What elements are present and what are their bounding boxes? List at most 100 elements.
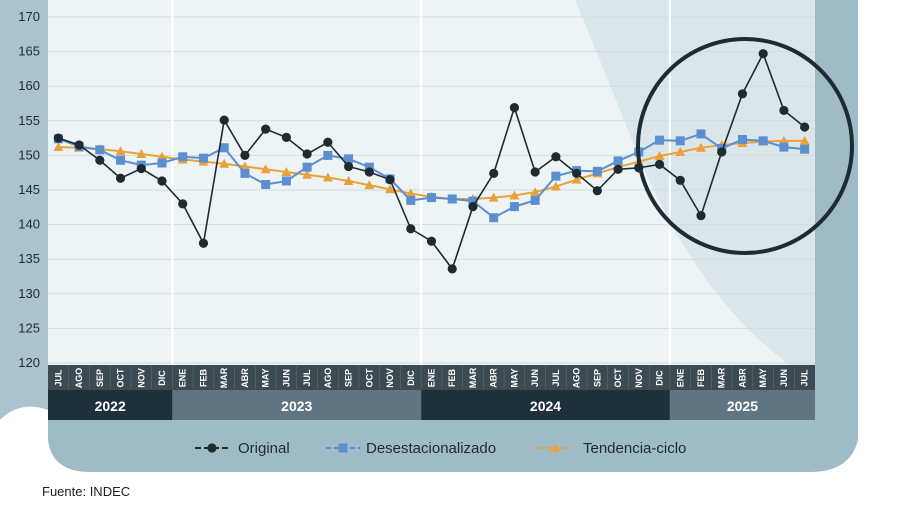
data-point-tendencia (675, 146, 686, 156)
data-point-original (592, 186, 602, 196)
data-point-desestacionalizado (157, 158, 167, 168)
y-tick-label: 135 (18, 251, 40, 266)
data-point-desestacionalizado (447, 194, 457, 204)
data-point-tendencia (136, 149, 147, 159)
data-point-original (426, 236, 437, 246)
data-point-tendencia (281, 167, 292, 177)
x-tick-label: MAY (758, 368, 768, 387)
x-tick-label: MAR (219, 367, 229, 388)
y-tick-label: 120 (18, 355, 40, 370)
y-tick-label: 130 (18, 286, 40, 301)
data-point-original (675, 175, 685, 185)
data-point-original (74, 140, 84, 150)
year-label: 2024 (530, 398, 561, 414)
x-tick-label: ABR (489, 368, 499, 388)
data-point-original (198, 238, 209, 248)
data-point-tendencia (302, 169, 313, 179)
data-point-tendencia (239, 161, 250, 171)
data-point-tendencia (115, 146, 126, 156)
data-point-original (178, 199, 188, 209)
year-bar (172, 390, 422, 420)
x-tick-label: DIC (406, 370, 416, 386)
data-point-tendencia (405, 188, 416, 198)
y-tick-label: 125 (18, 320, 40, 335)
data-point-desestacionalizado (261, 179, 271, 189)
year-label: 2025 (727, 398, 758, 414)
data-point-desestacionalizado (675, 136, 685, 146)
x-tick-label: DIC (655, 370, 665, 386)
data-point-desestacionalizado (737, 134, 747, 144)
data-point-desestacionalizado (302, 162, 312, 172)
x-tick-label: ENE (675, 369, 685, 388)
month-strip (48, 365, 815, 390)
data-point-original (406, 224, 416, 234)
source-note: Fuente: INDEC (42, 484, 131, 499)
x-tick-label: ENE (427, 369, 437, 388)
legend-label: Original (238, 440, 290, 457)
x-tick-label: SEP (344, 369, 354, 387)
data-point-desestacionalizado (338, 443, 348, 453)
data-point-tendencia (53, 142, 64, 152)
x-tick-label: MAR (717, 367, 727, 388)
x-tick-label: ENE (178, 369, 188, 388)
x-tick-label: AGO (572, 368, 582, 389)
highlight-circle (636, 37, 854, 255)
data-point-tendencia (654, 151, 665, 161)
x-tick-label: AGO (323, 368, 333, 389)
data-point-desestacionalizado (364, 162, 374, 172)
data-point-desestacionalizado (427, 193, 436, 203)
data-point-original (509, 103, 520, 113)
plot-area-shade (575, 0, 815, 365)
data-point-desestacionalizado (800, 144, 810, 154)
data-point-desestacionalizado (509, 202, 519, 212)
data-point-desestacionalizado (655, 135, 665, 145)
data-point-original (261, 124, 271, 134)
data-point-desestacionalizado (198, 153, 208, 163)
x-tick-label: OCT (613, 368, 623, 388)
x-tick-label: JUL (800, 369, 810, 387)
data-point-original (717, 147, 727, 157)
data-point-original (95, 155, 105, 165)
data-point-original (323, 137, 333, 147)
x-tick-label: JUL (551, 369, 561, 387)
data-point-tendencia (385, 184, 396, 194)
year-label: 2022 (95, 398, 126, 414)
y-tick-label: 170 (18, 9, 40, 24)
data-point-original (385, 175, 395, 185)
data-point-tendencia (219, 158, 230, 168)
data-point-original (613, 164, 623, 174)
y-tick-label: 165 (18, 44, 40, 59)
data-point-desestacionalizado (758, 136, 768, 146)
data-point-original (364, 167, 374, 177)
x-tick-label: JUN (281, 369, 291, 387)
data-point-original (779, 105, 789, 116)
year-bar (669, 390, 815, 420)
data-point-desestacionalizado (468, 196, 478, 206)
y-tick-label: 145 (18, 182, 40, 197)
data-point-desestacionalizado (489, 213, 499, 223)
data-point-original (281, 132, 291, 143)
legend-label: Desestacionalizado (366, 440, 496, 457)
y-tick-label: 160 (18, 78, 40, 93)
y-tick-label: 140 (18, 217, 40, 232)
x-tick-label: FEB (447, 368, 457, 387)
data-point-original (468, 202, 478, 212)
data-point-tendencia (799, 135, 810, 145)
data-point-desestacionalizado (178, 152, 188, 162)
data-point-original (219, 115, 229, 125)
data-point-original (800, 122, 810, 132)
x-tick-label: SEP (95, 369, 105, 387)
data-point-original (737, 89, 748, 99)
x-tick-label: OCT (364, 368, 374, 388)
x-tick-label: MAR (468, 367, 478, 388)
data-point-tendencia (322, 172, 333, 182)
data-point-original (343, 161, 354, 172)
x-tick-label: DIC (157, 370, 167, 386)
data-point-original (572, 168, 582, 178)
data-point-desestacionalizado (551, 171, 561, 181)
x-tick-label: AGO (74, 368, 84, 389)
data-point-desestacionalizado (344, 154, 354, 164)
data-point-desestacionalizado (95, 145, 105, 155)
data-point-desestacionalizado (696, 129, 706, 139)
